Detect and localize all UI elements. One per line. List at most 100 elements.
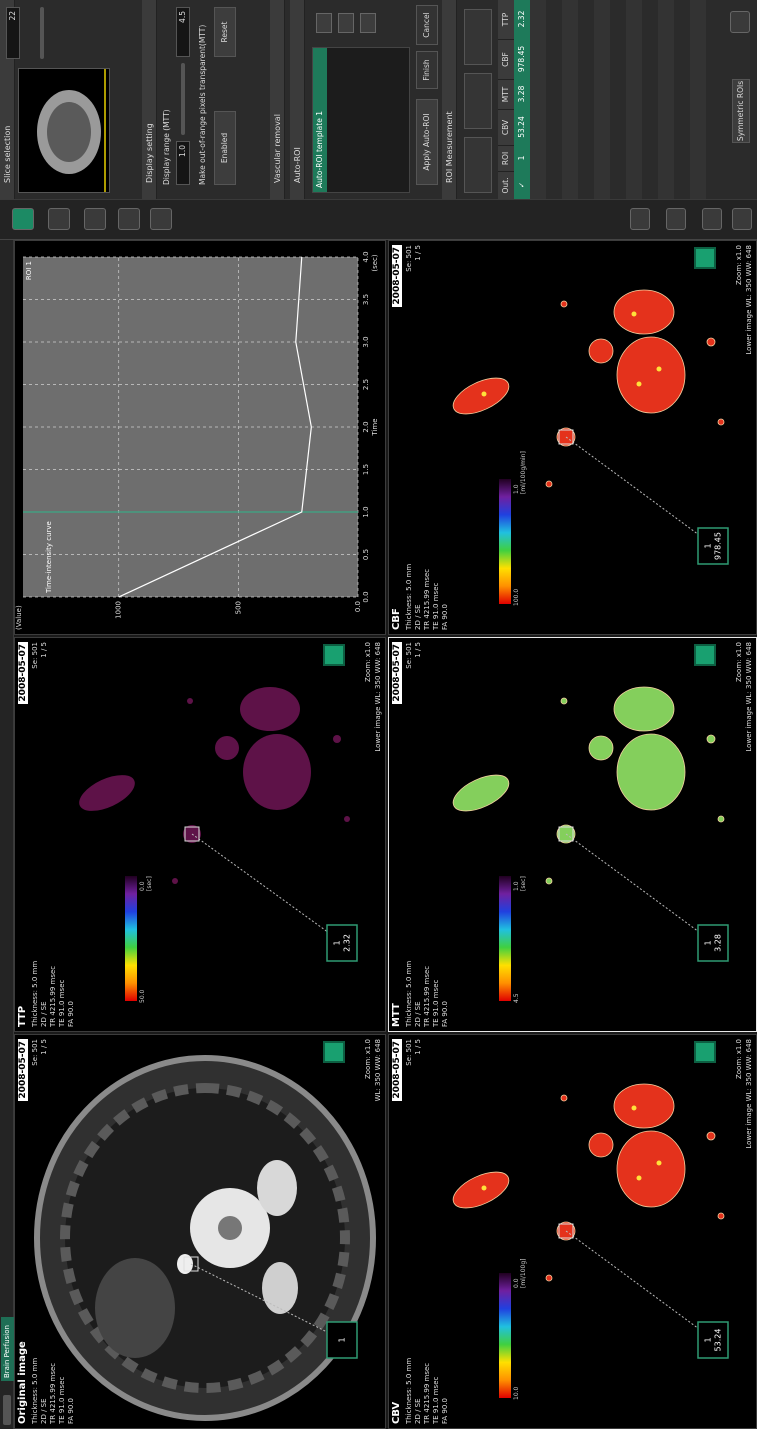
roi-tool[interactable] bbox=[464, 73, 492, 129]
info-line: Thickness: 5.0 mm bbox=[31, 961, 39, 1027]
list-tool[interactable] bbox=[360, 13, 376, 33]
table-cell[interactable]: 53.24 bbox=[514, 109, 530, 145]
colorbar bbox=[499, 479, 511, 604]
perfusion-region bbox=[707, 338, 715, 346]
tool-button[interactable] bbox=[12, 208, 34, 230]
slice-slider[interactable] bbox=[40, 7, 44, 59]
list-tool[interactable] bbox=[316, 13, 332, 33]
table-empty-row bbox=[626, 0, 642, 199]
perfusion-region bbox=[707, 735, 715, 743]
y-axis-label: (Value) bbox=[15, 605, 23, 630]
section-header[interactable]: Display setting bbox=[142, 0, 157, 199]
view-icon[interactable] bbox=[694, 247, 716, 269]
table-cell[interactable]: ✓ bbox=[514, 171, 530, 199]
apply-button[interactable]: Apply Auto-ROI bbox=[416, 99, 438, 185]
x-axis-label: Time bbox=[371, 418, 379, 436]
image: 1 bbox=[15, 1034, 386, 1428]
reset-button[interactable]: Reset bbox=[214, 7, 236, 57]
y-tick-label: 1000 bbox=[115, 601, 123, 619]
range-max[interactable]: 4.5 bbox=[176, 7, 190, 57]
tool-button[interactable] bbox=[630, 208, 650, 230]
series: Se: 501 bbox=[405, 1039, 413, 1066]
view-icon[interactable] bbox=[694, 644, 716, 666]
template-item[interactable]: Auto-ROI template 1 bbox=[313, 48, 327, 192]
view-icon[interactable] bbox=[323, 1041, 345, 1063]
info-line: FA 90.0 bbox=[441, 1001, 449, 1027]
slice: 1 / 5 bbox=[414, 1039, 422, 1055]
x-tick-label: 2.5 bbox=[362, 379, 370, 390]
date: 2008-05-07 bbox=[18, 642, 28, 704]
slice: 1 / 5 bbox=[414, 642, 422, 658]
y-tick-label: 500 bbox=[234, 601, 242, 614]
range-min[interactable]: 1.0 bbox=[176, 141, 190, 185]
tool-button[interactable] bbox=[732, 208, 752, 230]
image: 13.28 bbox=[389, 637, 757, 1031]
legend-entry: ROI 1 bbox=[25, 261, 33, 280]
tool-button[interactable] bbox=[666, 208, 686, 230]
roi-value: 978.45 bbox=[714, 532, 723, 560]
perfusion-region bbox=[617, 1131, 685, 1207]
brainstem-core bbox=[218, 1216, 242, 1240]
perfusion-region bbox=[215, 736, 239, 760]
tissue bbox=[95, 1258, 175, 1358]
perfusion-region bbox=[617, 734, 685, 810]
window-level: Lower image WL: 350 WW: 648 bbox=[745, 642, 753, 752]
perfusion-region bbox=[718, 1213, 724, 1219]
thumbnail bbox=[18, 68, 110, 193]
info-line: TR 4215.99 msec bbox=[423, 569, 431, 630]
display-range-label: Display range (MTT) bbox=[162, 109, 171, 185]
tool-button[interactable] bbox=[150, 208, 172, 230]
speck bbox=[637, 382, 642, 387]
finish-button[interactable]: Finish bbox=[416, 51, 438, 89]
slice-input[interactable]: 22 bbox=[6, 7, 20, 59]
tool-button[interactable] bbox=[118, 208, 140, 230]
view-icon[interactable] bbox=[694, 1041, 716, 1063]
perfusion-region bbox=[546, 878, 552, 884]
range-slider[interactable] bbox=[181, 63, 185, 135]
tool-button[interactable] bbox=[48, 208, 70, 230]
tool-button[interactable] bbox=[730, 11, 750, 33]
toggle-button[interactable]: Enabled bbox=[214, 111, 236, 185]
symmetric-button[interactable]: Symmetric ROIs bbox=[732, 79, 750, 143]
tab[interactable]: Brain Perfusion bbox=[1, 1317, 14, 1381]
perfusion-region bbox=[546, 481, 552, 487]
section-header[interactable]: Auto-ROI bbox=[290, 0, 305, 199]
perfusion-region bbox=[614, 290, 674, 334]
speck bbox=[632, 1106, 637, 1111]
tool-button[interactable] bbox=[702, 208, 722, 230]
table-header: CBF bbox=[498, 39, 514, 79]
perfusion-region bbox=[240, 687, 300, 731]
section-header[interactable]: Vascular removal bbox=[270, 0, 285, 199]
roi-tool[interactable] bbox=[464, 9, 492, 65]
roi-tool[interactable] bbox=[464, 137, 492, 193]
speck bbox=[482, 392, 487, 397]
section-header[interactable]: ROI Measurement bbox=[442, 0, 457, 199]
info-line: FA 90.0 bbox=[67, 1001, 75, 1027]
roi-link bbox=[192, 834, 343, 943]
table-cell[interactable]: 2.32 bbox=[514, 0, 530, 39]
tool-button[interactable] bbox=[84, 208, 106, 230]
roi-value: 53.24 bbox=[714, 1329, 723, 1352]
info-line: 2D / SE bbox=[414, 1001, 422, 1027]
window-level: WL: 350 WW: 648 bbox=[374, 1039, 382, 1101]
table-cell[interactable]: 978.45 bbox=[514, 39, 530, 79]
view-icon[interactable] bbox=[323, 644, 345, 666]
table-cell[interactable]: 3.28 bbox=[514, 79, 530, 109]
cancel-button[interactable]: Cancel bbox=[416, 5, 438, 45]
viewport-title: MTT bbox=[391, 1003, 402, 1027]
table-empty-row bbox=[578, 0, 594, 199]
list-tool[interactable] bbox=[338, 13, 354, 33]
series: Se: 501 bbox=[31, 1039, 39, 1066]
app-window: Brain Perfusion1Original imageThickness:… bbox=[0, 0, 757, 1429]
table-cell[interactable]: 1 bbox=[514, 145, 530, 171]
series: Se: 501 bbox=[405, 642, 413, 669]
image: 12.32 bbox=[15, 637, 386, 1031]
viewport-title: Original image bbox=[17, 1341, 28, 1424]
